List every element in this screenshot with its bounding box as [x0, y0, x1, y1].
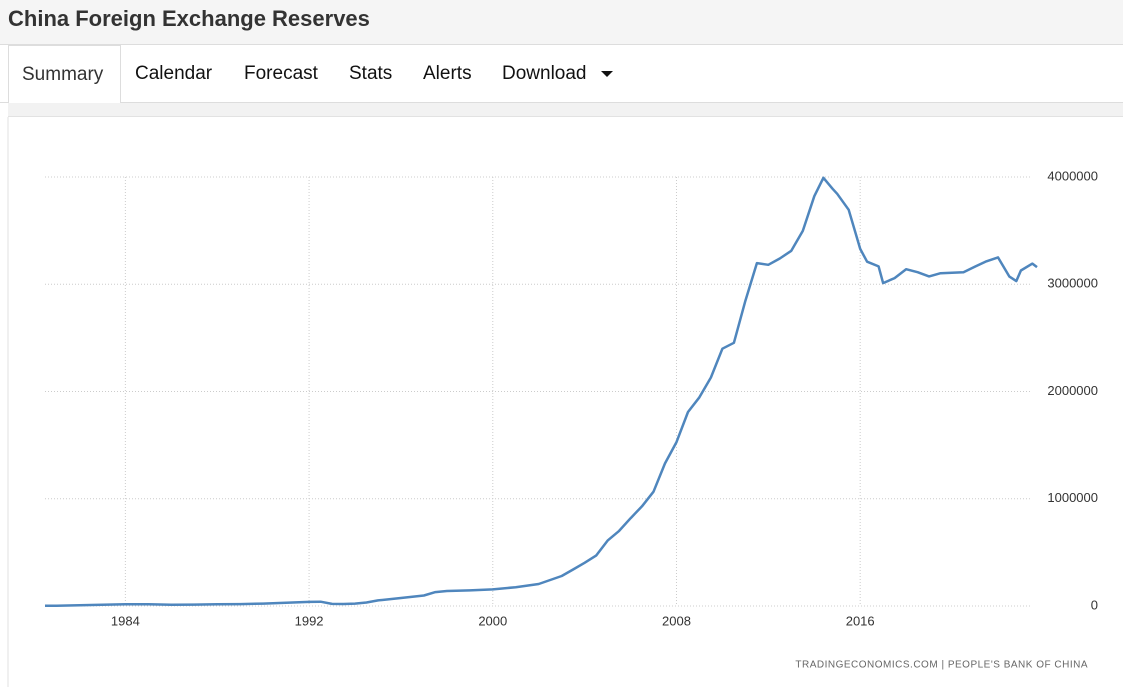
data-line	[44, 176, 1038, 608]
y-tick-label: 0	[1091, 597, 1098, 612]
tab[interactable]: Download	[502, 63, 587, 84]
y-tick-label: 2000000	[1047, 383, 1098, 398]
tab[interactable]: Stats	[349, 63, 393, 84]
page-title: China Foreign Exchange Reserves	[8, 6, 370, 31]
x-tick-label: 1984	[111, 613, 140, 628]
x-tick-label: 2016	[846, 613, 875, 628]
separator	[8, 103, 1123, 117]
x-tick-label: 1992	[295, 613, 324, 628]
tab[interactable]: Summary	[8, 45, 121, 104]
tab[interactable]: Calendar	[135, 63, 213, 84]
tab[interactable]: Alerts	[423, 63, 472, 84]
y-tick-label: 3000000	[1047, 276, 1098, 291]
y-tick-label: 4000000	[1047, 168, 1098, 183]
source: TRADINGECONOMICS.COM | PEOPLE'S BANK OF …	[795, 660, 1088, 671]
tab[interactable]: Forecast	[244, 63, 318, 84]
header: China Foreign Exchange Reserves	[0, 0, 1123, 45]
x-tick-label: 2008	[662, 613, 691, 628]
tab-bar: Summary Calendar Forecast Stats Alerts D…	[0, 45, 1123, 104]
y-tick-label: 1000000	[1047, 490, 1098, 505]
x-tick-label: 2000	[478, 613, 507, 628]
dropdown-caret[interactable]	[600, 70, 614, 78]
